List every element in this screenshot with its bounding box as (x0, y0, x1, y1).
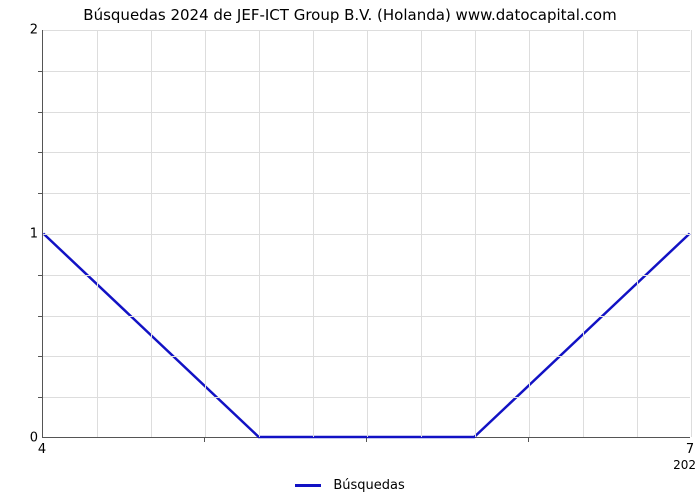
y-tick-label: 1 (8, 227, 38, 242)
plot-area (42, 30, 690, 438)
legend-label: Búsquedas (333, 478, 404, 493)
gridline-horizontal (43, 275, 690, 276)
x-minor-tick (366, 438, 367, 442)
gridline-horizontal (43, 152, 690, 153)
gridline-horizontal (43, 193, 690, 194)
x-tick-label: 7 (670, 442, 700, 457)
y-minor-tick (38, 397, 42, 398)
x-axis-subscript: 202 (673, 458, 696, 472)
gridline-horizontal (43, 71, 690, 72)
y-minor-tick (38, 275, 42, 276)
y-minor-tick (38, 193, 42, 194)
gridline-horizontal (43, 356, 690, 357)
gridline-horizontal (43, 234, 690, 235)
x-minor-tick (204, 438, 205, 442)
gridline-vertical (691, 30, 692, 437)
x-minor-tick (528, 438, 529, 442)
gridline-horizontal (43, 397, 690, 398)
legend-swatch (295, 484, 321, 487)
gridline-horizontal (43, 30, 690, 31)
gridline-horizontal (43, 112, 690, 113)
x-tick-label: 4 (22, 442, 62, 457)
legend: Búsquedas (0, 478, 700, 493)
y-minor-tick (38, 152, 42, 153)
y-minor-tick (38, 71, 42, 72)
y-minor-tick (38, 112, 42, 113)
chart-container: Búsquedas 2024 de JEF-ICT Group B.V. (Ho… (0, 0, 700, 500)
gridline-horizontal (43, 316, 690, 317)
y-minor-tick (38, 316, 42, 317)
y-tick-label: 2 (8, 23, 38, 38)
chart-title: Búsquedas 2024 de JEF-ICT Group B.V. (Ho… (0, 6, 700, 24)
y-minor-tick (38, 356, 42, 357)
